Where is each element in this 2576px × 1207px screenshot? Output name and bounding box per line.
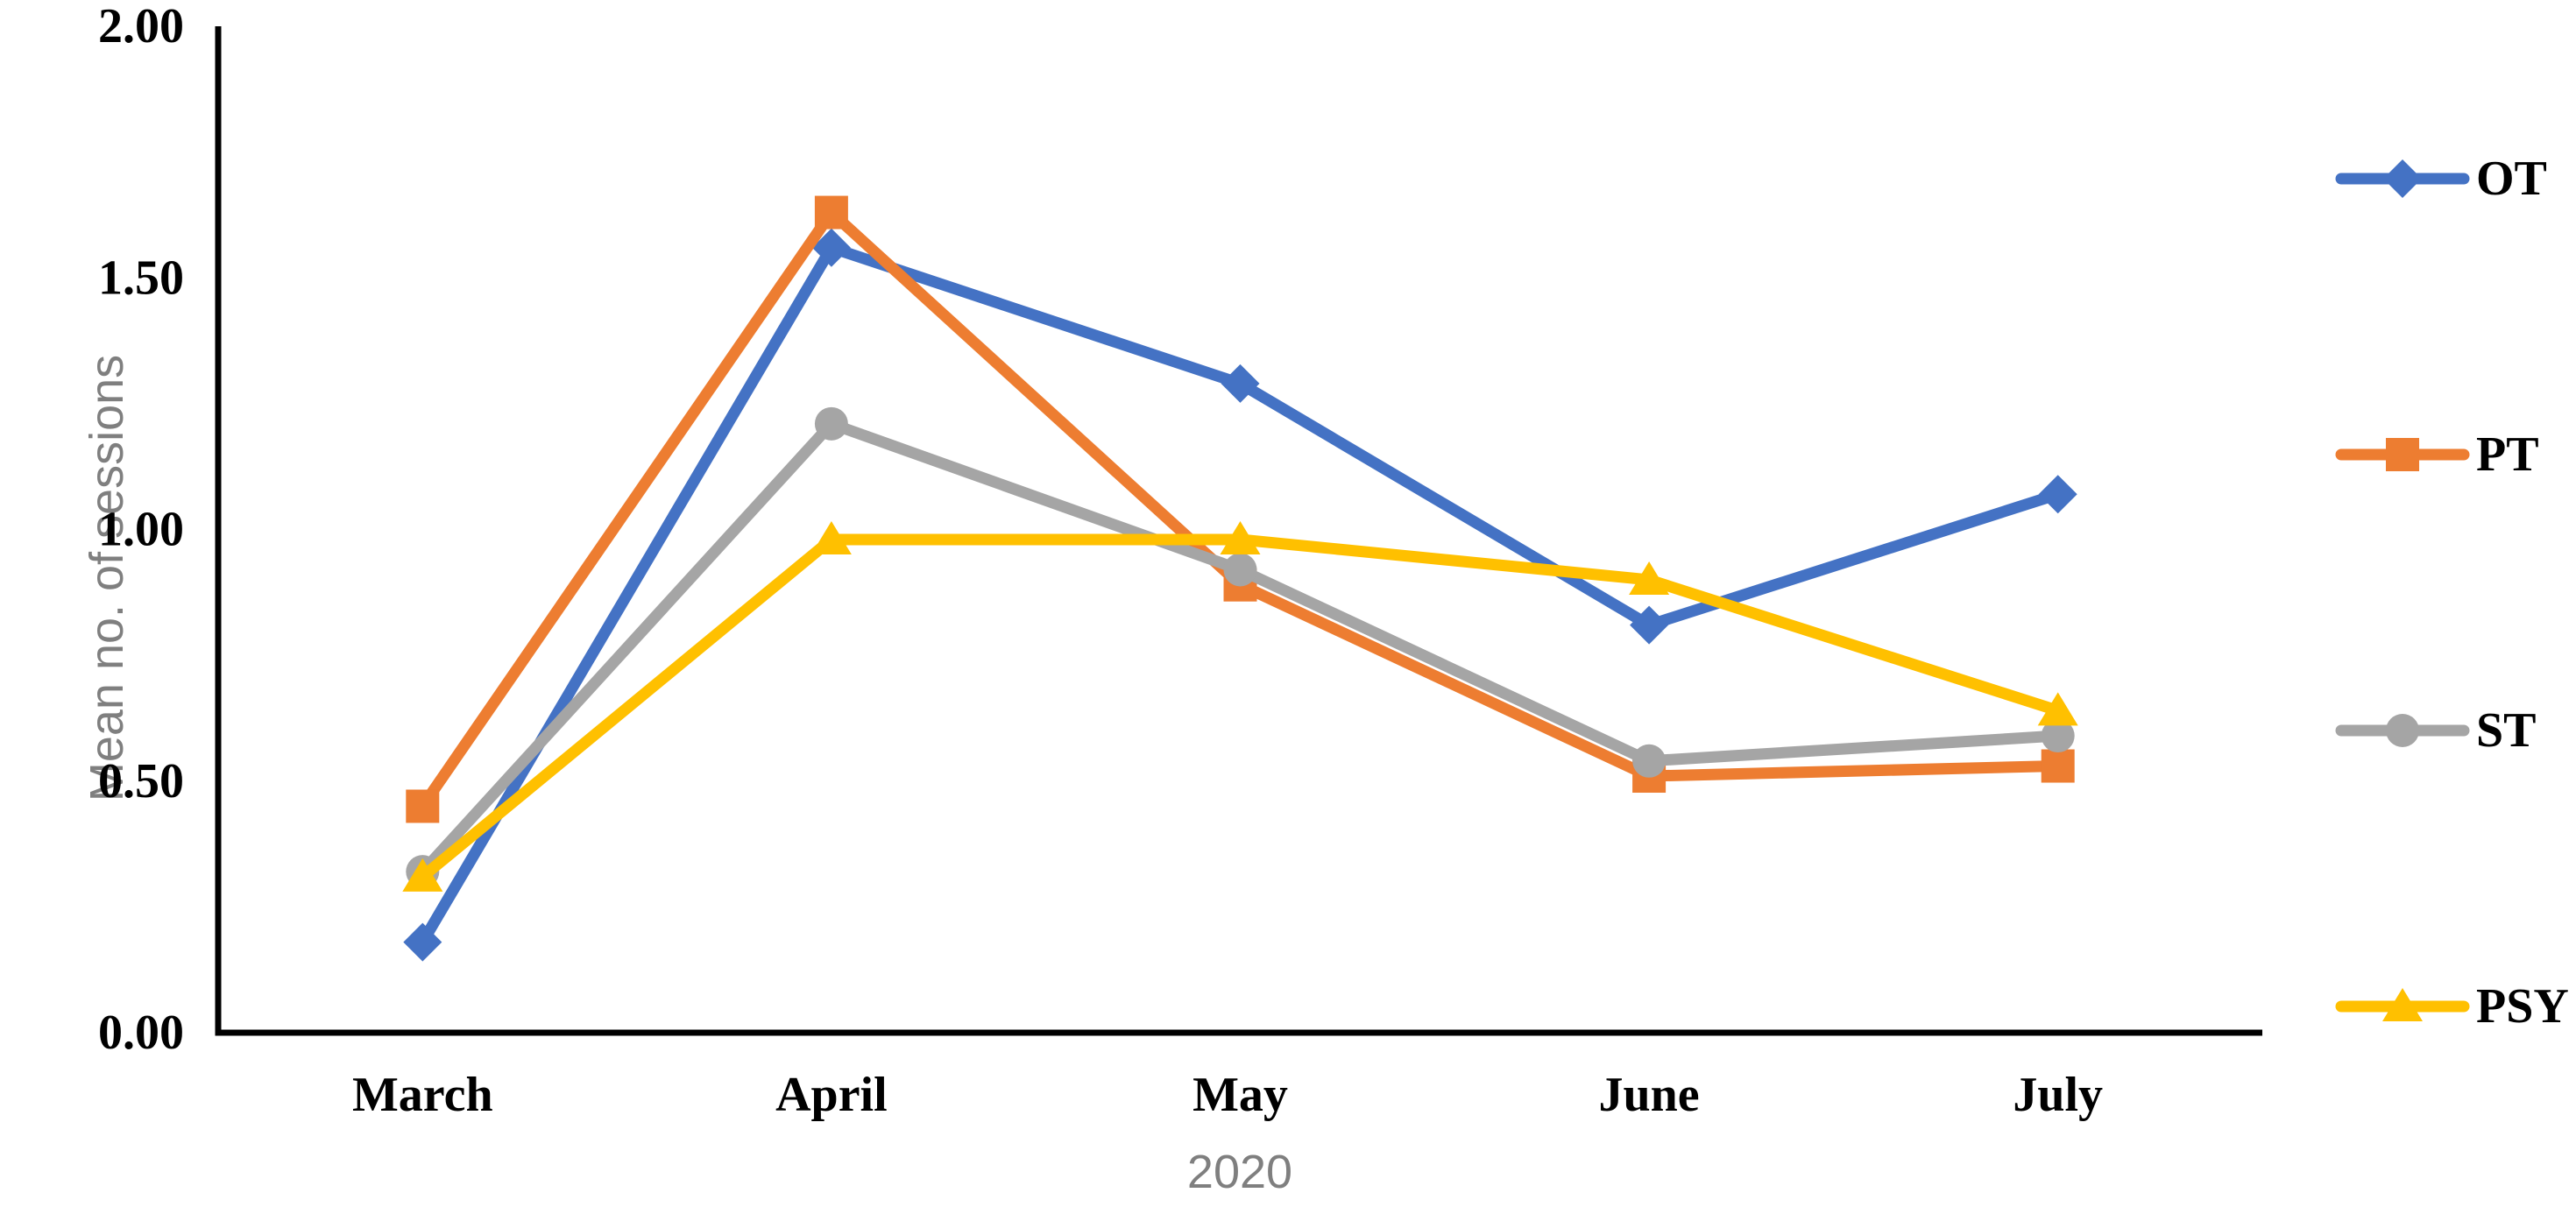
- series-marker-PSY-June: [1629, 561, 1670, 595]
- series-marker-OT-March: [403, 922, 442, 962]
- x-category-label: May: [1192, 1068, 1288, 1122]
- series-marker-PT-July: [2041, 749, 2075, 783]
- series-marker-PT-April: [814, 195, 848, 229]
- series-marker-PSY-July: [2037, 692, 2078, 726]
- legend-item-ST: ST: [2335, 703, 2537, 758]
- x-category-labels: March April May June July: [352, 1068, 2103, 1122]
- y-tick-label: 2.00: [98, 0, 184, 53]
- x-axis-title: 2020: [1187, 1146, 1292, 1198]
- y-tick-label: 1.50: [98, 251, 184, 305]
- legend-item-PT: PT: [2335, 427, 2539, 482]
- legend-item-PSY: PSY: [2335, 979, 2569, 1034]
- series-marker-ST-June: [1632, 744, 1667, 778]
- legend-swatch-marker-PSY: [2382, 988, 2423, 1021]
- x-category-label: April: [775, 1068, 888, 1122]
- legend-swatch-marker-OT: [2383, 159, 2422, 198]
- legend-swatch-marker-PT: [2386, 438, 2419, 471]
- axes: [215, 26, 2262, 1036]
- x-category-label: March: [352, 1068, 493, 1122]
- series-marker-OT-May: [1221, 364, 1260, 403]
- series-marker-ST-July: [2041, 719, 2075, 753]
- x-category-label: June: [1599, 1068, 1700, 1122]
- y-tick-label: 1.00: [98, 503, 184, 557]
- series-marker-PSY-May: [1220, 520, 1261, 554]
- series-lines: [402, 195, 2078, 962]
- legend: OT PT ST PSY: [2335, 152, 2569, 1034]
- series-marker-OT-June: [1630, 605, 1669, 645]
- series-line-PT: [417, 207, 2058, 810]
- x-category-label: July: [2013, 1068, 2103, 1122]
- series-marker-PSY-April: [810, 520, 852, 554]
- series-marker-OT-July: [2038, 475, 2077, 514]
- legend-swatch-marker-ST: [2386, 714, 2419, 747]
- legend-item-OT: OT: [2335, 152, 2547, 206]
- series-marker-PT-March: [406, 789, 440, 823]
- y-axis-title: Mean no. of sessions: [81, 355, 133, 801]
- legend-label-ST: ST: [2476, 703, 2537, 758]
- series-marker-OT-April: [811, 228, 851, 267]
- series-marker-ST-April: [814, 406, 848, 441]
- series-marker-PSY-March: [402, 858, 443, 892]
- series-marker-ST-May: [1223, 553, 1257, 587]
- y-tick-label: 0.50: [98, 754, 184, 808]
- series-line-ST: [418, 418, 2059, 876]
- y-tick-labels: 0.00 0.50 1.00 1.50 2.00: [98, 0, 184, 1060]
- legend-label-PSY: PSY: [2476, 979, 2569, 1034]
- y-tick-label: 0.00: [98, 1006, 184, 1060]
- legend-label-PT: PT: [2476, 427, 2539, 482]
- legend-label-OT: OT: [2476, 152, 2547, 206]
